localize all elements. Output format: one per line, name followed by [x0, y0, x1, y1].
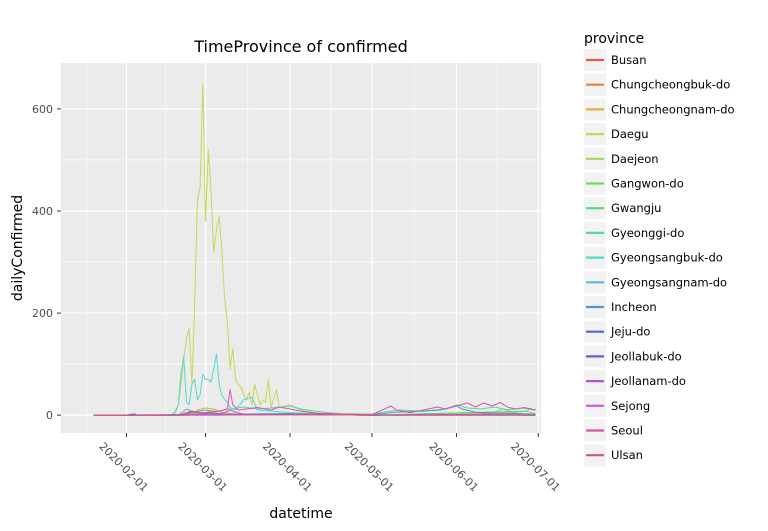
y-tick-label: 400 — [32, 205, 53, 218]
x-axis-title: datetime — [269, 506, 332, 522]
legend-label: Gyeongsangbuk-do — [611, 251, 723, 265]
legend-label: Daejeon — [611, 152, 659, 166]
legend-label: Gangwon-do — [611, 177, 684, 191]
legend-label: Incheon — [611, 300, 657, 314]
y-tick-label: 200 — [32, 307, 53, 320]
legend-label: Gyeonggi-do — [611, 226, 684, 240]
legend-label: Jeollanam-do — [610, 374, 686, 388]
legend-label: Ulsan — [611, 448, 643, 462]
y-axis: 0 200 400 600 — [32, 103, 61, 422]
legend-label: Gwangju — [611, 201, 661, 215]
legend-title: province — [584, 31, 644, 47]
series-line-gyeongsangbuk-do — [93, 353, 536, 416]
series-line-incheon — [93, 405, 536, 416]
y-tick-label: 0 — [46, 409, 53, 422]
legend-label: Busan — [611, 53, 647, 67]
series-line-seoul — [93, 389, 536, 416]
legend-label: Sejong — [611, 399, 650, 413]
y-axis-title: dailyConfirmed — [10, 195, 26, 301]
series-line-daegu — [93, 82, 536, 416]
legend-label: Jeollabuk-do — [610, 349, 682, 363]
series-lines — [93, 82, 536, 416]
plot-background — [61, 63, 541, 433]
chart-title: TimeProvince of confirmed — [193, 37, 408, 56]
series-line-ulsan — [93, 411, 536, 416]
legend-label: Seoul — [611, 424, 643, 438]
legend-label: Gyeongsangnam-do — [611, 275, 727, 289]
legend-label: Jeju-do — [610, 325, 650, 339]
plot-panel — [61, 63, 541, 433]
legend-label: Daegu — [611, 127, 649, 141]
y-tick-label: 600 — [32, 103, 53, 116]
legend-label: Chungcheongbuk-do — [611, 78, 730, 92]
legend-label: Chungcheongnam-do — [611, 102, 735, 116]
legend: province Busan Chungcheongbuk-do Chungcheo… — [584, 31, 735, 467]
